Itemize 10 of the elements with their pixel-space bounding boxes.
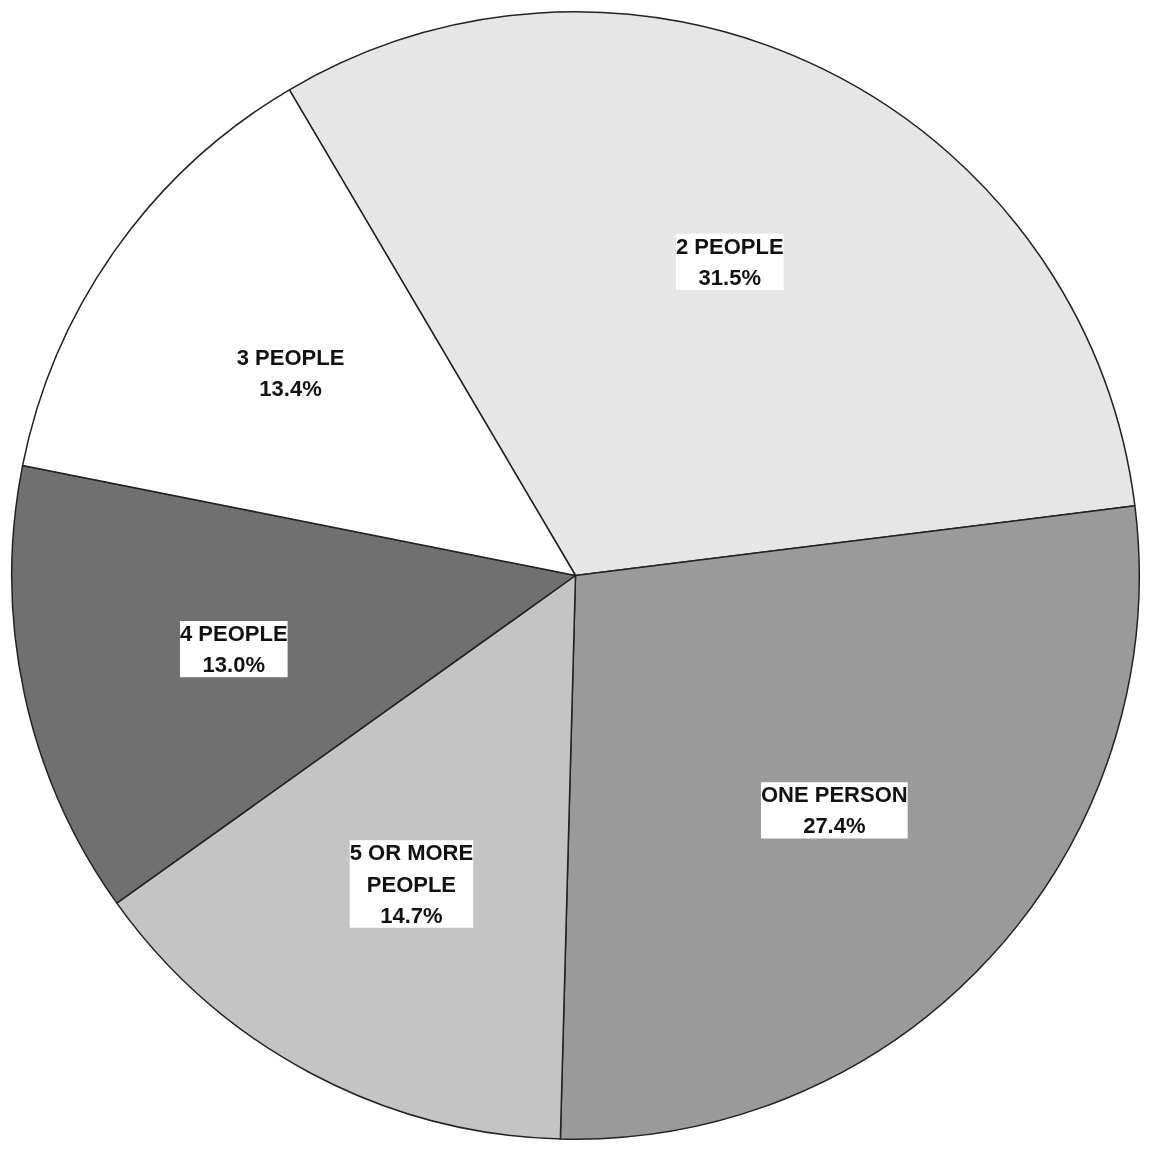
data-label: 27.4% [803, 813, 866, 839]
slice-label: ONE PERSON [760, 782, 908, 808]
slice-label: 4 PEOPLE [180, 620, 288, 646]
data-label: 13.0% [202, 652, 266, 678]
data-label: 31.5% [698, 265, 762, 291]
slice-label: 2 PEOPLE [676, 233, 784, 259]
slice-label: 3 PEOPLE [236, 345, 345, 371]
data-label: 13.4% [259, 376, 322, 402]
data-label: 14.7% [380, 902, 443, 928]
slice-label: 5 OR MORE PEOPLE [349, 840, 474, 897]
